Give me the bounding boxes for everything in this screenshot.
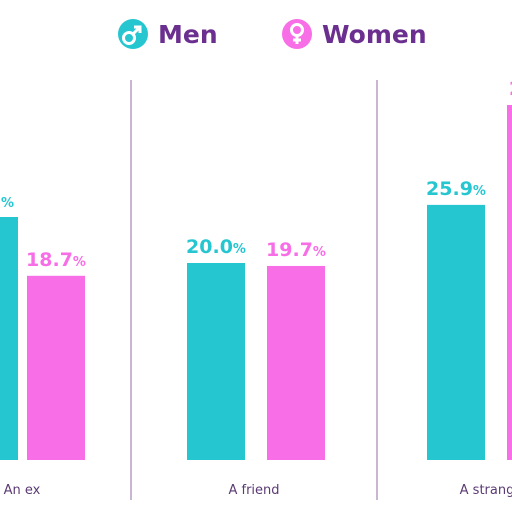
bar-women-1 xyxy=(27,275,85,460)
category-label-1: An ex xyxy=(4,483,41,498)
bar-men-1 xyxy=(0,217,18,460)
bar-value-label-women-1: 18.7% xyxy=(26,249,86,271)
bar-value-label-women-3: 2 xyxy=(509,78,512,100)
legend-label-men: Men xyxy=(158,20,218,49)
group-dividers xyxy=(130,80,378,500)
male-symbol-glyph xyxy=(122,25,142,45)
category-labels: An ex A friend A strang xyxy=(4,483,512,498)
legend-item-men: Men xyxy=(118,19,218,49)
legend-item-women: Women xyxy=(282,19,427,49)
category-label-3: A strang xyxy=(460,483,512,498)
bar-value-label-men-1: % xyxy=(1,196,14,211)
bars xyxy=(0,105,512,460)
bar-men-3 xyxy=(427,204,485,460)
legend-label-women: Women xyxy=(322,20,427,49)
bar-women-3 xyxy=(507,105,512,460)
female-symbol-glyph xyxy=(290,23,304,44)
bar-labels: % 18.7% 20.0% 19.7% 25.9% 2 xyxy=(1,78,512,271)
bar-value-label-women-2: 19.7% xyxy=(266,239,326,261)
bar-women-2 xyxy=(267,265,325,460)
bar-value-label-men-3: 25.9% xyxy=(426,178,486,200)
bar-men-2 xyxy=(187,263,245,460)
category-label-2: A friend xyxy=(228,483,279,498)
legend: Men Women xyxy=(118,19,427,49)
bar-value-label-men-2: 20.0% xyxy=(186,236,246,258)
